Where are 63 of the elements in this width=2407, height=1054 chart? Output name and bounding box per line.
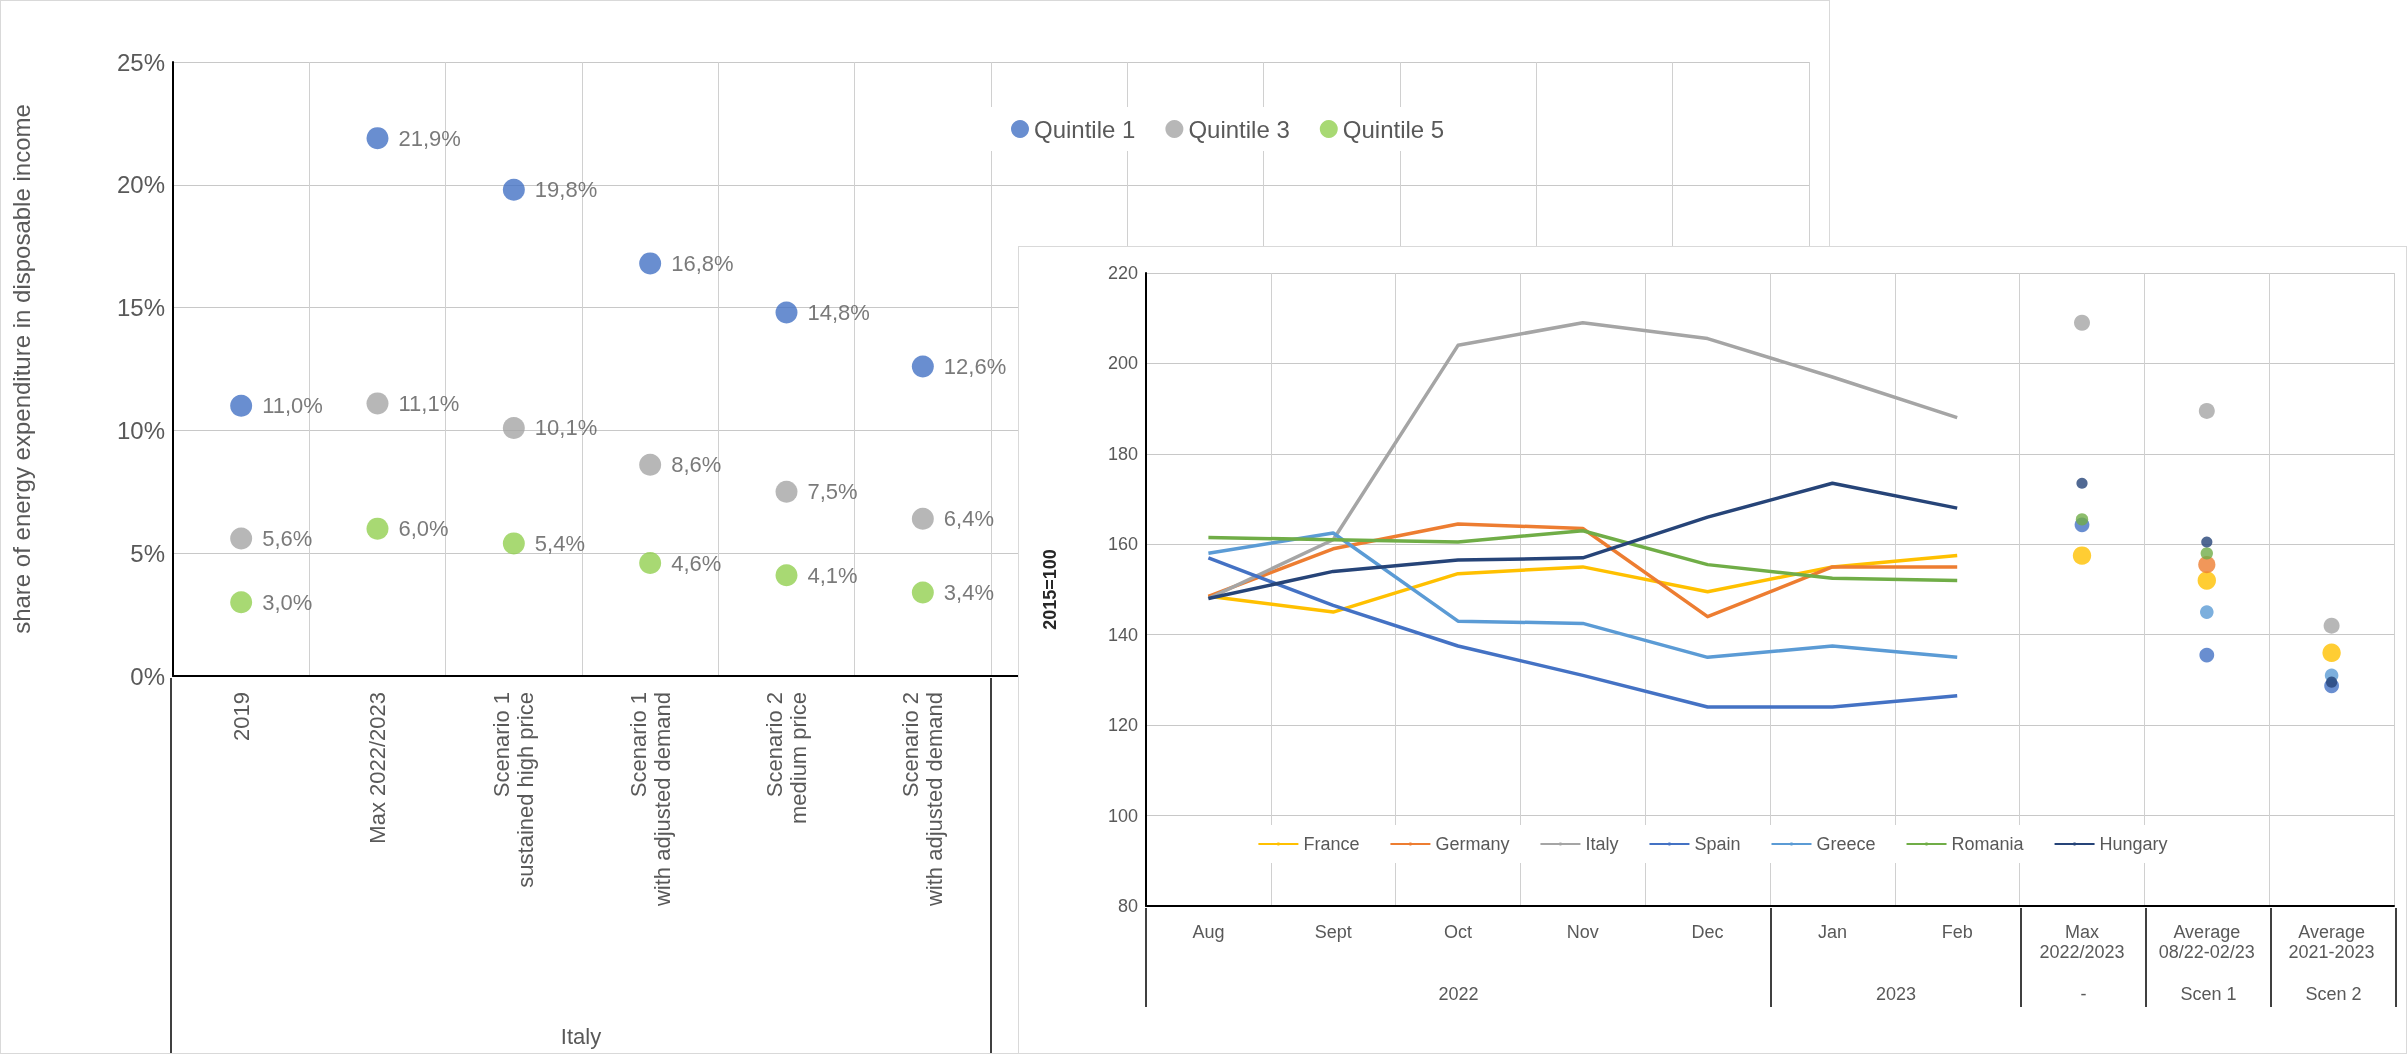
y-tick-label: 100 (1107, 805, 1138, 826)
x-tick-label: Oct (1443, 922, 1473, 942)
x-tick-label: Sept (1314, 922, 1352, 942)
x-tick-label: Nov (1566, 922, 1599, 942)
data-label: 4,1% (807, 562, 858, 588)
data-label: 3,4% (943, 580, 994, 605)
legend-label: Quintile 1 (1034, 115, 1136, 143)
x-tick-label: Jan (1817, 922, 1847, 942)
data-label: 6,4% (943, 506, 994, 532)
legend-label: Germany (1435, 834, 1510, 854)
legend-label: Quintile 3 (1188, 115, 1290, 143)
y-tick-label: 220 (1107, 263, 1138, 283)
y-tick-label: 10% (116, 416, 165, 444)
data-label: 7,5% (807, 479, 858, 505)
legend-label: Spain (1694, 834, 1741, 854)
x-tick-label: Max 2022/2023 (2039, 922, 2125, 962)
x-tick-label: Max 2022/2023 (365, 692, 390, 844)
text: 2023 (1875, 984, 1917, 1004)
data-label: 3,0% (262, 589, 313, 615)
y-tick-label: 160 (1107, 534, 1138, 555)
data-label: 10,1% (534, 415, 598, 441)
legend-label: France (1303, 834, 1360, 854)
text: - (2080, 984, 2087, 1004)
text: Scen 1 (2180, 984, 2237, 1004)
legend-label: Greece (1816, 834, 1876, 854)
data-label: 12,6% (943, 354, 1007, 380)
y-tick-label: 5% (130, 539, 165, 567)
text: Scen 2 (2305, 984, 2362, 1004)
x-tick-label: Average 2021-2023 (2288, 922, 2375, 962)
data-label: 4,6% (671, 550, 722, 576)
text: Italy (560, 1023, 602, 1049)
data-label: 14,8% (807, 300, 870, 326)
data-label: 8,6% (671, 452, 722, 478)
y-tick-label: 20% (116, 171, 165, 199)
data-label: 21,9% (398, 125, 461, 151)
x-tick-label: 2019 (228, 692, 254, 741)
x-tick-label: Feb (1941, 922, 1973, 942)
data-label: 6,0% (398, 516, 449, 542)
y-axis-title: 2015=100 (1040, 549, 1060, 630)
y-tick-label: 25% (116, 48, 165, 76)
legend-label: Quintile 5 (1342, 115, 1445, 143)
legend-label: Hungary (2099, 834, 2168, 854)
y-tick-label: 120 (1107, 715, 1138, 736)
x-tick-label: Aug (1192, 922, 1225, 942)
y-tick-label: 140 (1107, 624, 1138, 645)
legend-label: Romania (1951, 834, 2025, 854)
data-label: 5,6% (262, 525, 313, 551)
y-tick-label: 15% (116, 294, 165, 322)
data-label: 19,8% (534, 177, 598, 203)
data-label: 11,1% (398, 390, 460, 416)
x-tick-label: Scenario 1 sustained high price (489, 692, 539, 888)
y-tick-label: 180 (1107, 443, 1138, 464)
legend-label: Italy (1585, 834, 1619, 854)
y-tick-label: 200 (1107, 353, 1138, 374)
data-label: 11,0% (262, 393, 323, 419)
y-tick-label: 0% (130, 662, 165, 690)
y-axis-title: share of energy expenditure in disposable income (7, 104, 35, 634)
data-label: 5,4% (534, 530, 585, 556)
x-tick-label: Dec (1691, 922, 1724, 942)
x-tick-label: Average 08/22-02/23 (2158, 922, 2255, 962)
text: 2022 (1438, 984, 1479, 1004)
y-tick-label: 80 (1117, 896, 1138, 916)
data-label: 16,8% (671, 250, 734, 276)
